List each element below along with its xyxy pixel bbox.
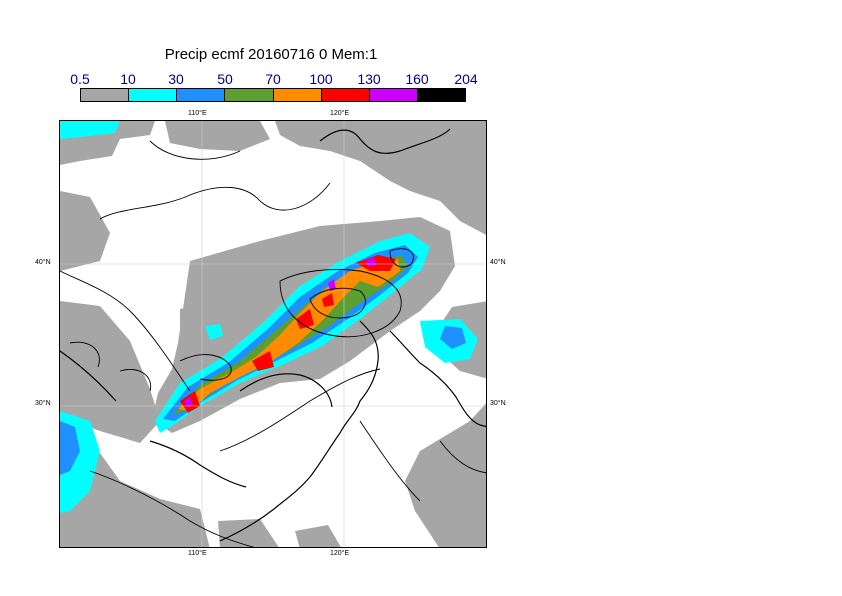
colorbar-swatch — [176, 89, 225, 101]
colorbar-level-label: 100 — [309, 71, 333, 87]
lat-label-right-30: 30°N — [490, 400, 506, 407]
lat-label-right-40: 40°N — [490, 259, 506, 266]
precip-map — [59, 120, 487, 548]
colorbar-level-label: 130 — [357, 71, 381, 87]
colorbar-labels: 0.5 10 30 50 70 100 130 160 204 — [60, 71, 500, 89]
colorbar-level-label: 204 — [454, 71, 478, 87]
colorbar-swatch — [128, 89, 177, 101]
lon-label-bottom-120: 120°E — [330, 550, 350, 557]
map-canvas — [60, 121, 486, 547]
colorbar-swatch — [272, 89, 321, 101]
lon-label-bottom-110: 110°E — [188, 550, 207, 557]
colorbar — [80, 88, 466, 102]
graticule — [60, 121, 486, 547]
colorbar-level-label: 10 — [120, 71, 136, 87]
colorbar-level-label: 70 — [265, 71, 281, 87]
colorbar-level-label: 160 — [405, 71, 429, 87]
colorbar-level-label: 0.5 — [70, 71, 90, 87]
colorbar-swatch — [320, 89, 369, 101]
colorbar-swatch — [368, 89, 417, 101]
colorbar-swatch — [81, 89, 129, 101]
precip-area-70-100 — [178, 259, 400, 411]
lat-label-left-30: 30°N — [35, 400, 51, 407]
colorbar-swatch — [224, 89, 273, 101]
precip-contours — [60, 140, 486, 547]
colorbar-swatch — [416, 89, 465, 101]
precip-area-130-160 — [184, 257, 376, 407]
coastline-borders — [60, 128, 486, 542]
lat-label-left-40: 40°N — [35, 259, 51, 266]
colorbar-level-label: 30 — [168, 71, 184, 87]
lon-label-top-110: 110°E — [188, 110, 207, 117]
colorbar-level-label: 50 — [217, 71, 233, 87]
chart-title: Precip ecmf 20160716 0 Mem:1 — [164, 46, 378, 63]
lon-label-top-120: 120°E — [330, 110, 350, 117]
